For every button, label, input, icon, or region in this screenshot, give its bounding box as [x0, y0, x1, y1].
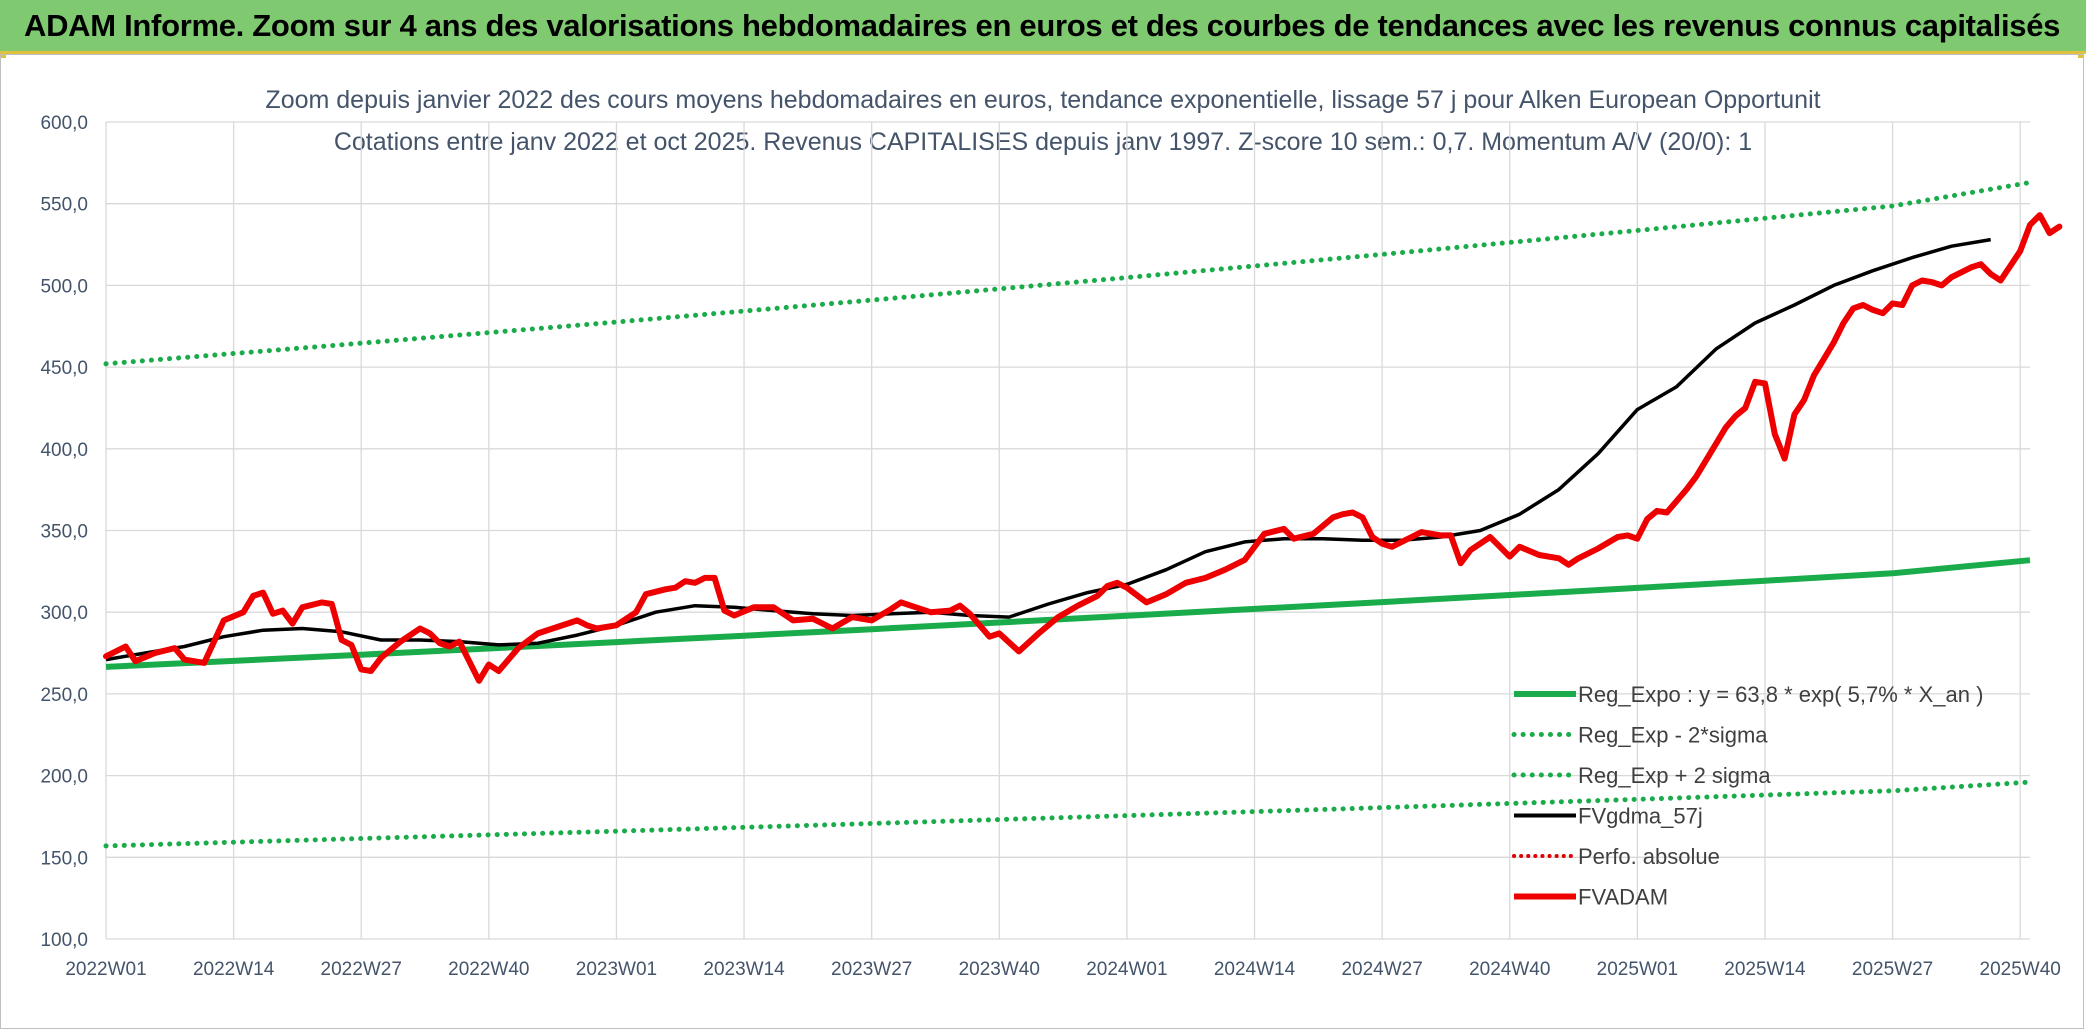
series-layer [103, 180, 2063, 849]
legend-label: Reg_Exp - 2*sigma [1578, 723, 1768, 748]
legend-label: FVgdma_57j [1578, 804, 1703, 829]
legend-item: FVADAM [1514, 885, 1668, 910]
x-tick-label: 2025W27 [1852, 959, 1933, 980]
grid [105, 121, 2030, 940]
legend-item: FVgdma_57j [1514, 804, 1703, 829]
legend-label: Reg_Exp + 2 sigma [1578, 763, 1771, 788]
legend: Reg_Expo : y = 63,8 * exp( 5,7% * X_an )… [1511, 682, 1983, 910]
banner-accent-right [2078, 54, 2084, 58]
series-line-reg-exp-2-sigma [103, 180, 2033, 367]
banner: ADAM Informe. Zoom sur 4 ans des valoris… [0, 0, 2086, 54]
legend-label: Perfo. absolue [1578, 844, 1720, 869]
legend-label: FVADAM [1578, 885, 1668, 910]
legend-item: Perfo. absolue [1512, 844, 1720, 869]
chart-area [0, 54, 2084, 1029]
y-tick-label: 550,0 [40, 195, 88, 216]
series-line-fvadam [103, 212, 2063, 684]
series-line-reg-exp-2-sigma [103, 779, 2033, 849]
series-line-fvgdma-57j [105, 237, 1991, 662]
x-tick-label: 2024W40 [1469, 959, 1550, 980]
x-tick-label: 2022W40 [448, 959, 529, 980]
legend-item: Reg_Exp - 2*sigma [1511, 723, 1768, 748]
x-tick-label: 2024W14 [1214, 959, 1296, 980]
x-tick-label: 2023W40 [959, 959, 1040, 980]
x-tick-label: 2022W14 [193, 959, 275, 980]
y-tick-label: 200,0 [40, 767, 88, 788]
x-tick-label: 2025W14 [1724, 959, 1806, 980]
x-tick-label: 2023W27 [831, 959, 912, 980]
x-tick-label: 2025W40 [1980, 959, 2061, 980]
x-tick-label: 2024W27 [1341, 959, 1422, 980]
chart-title: Zoom depuis janvier 2022 des cours moyen… [265, 86, 1820, 114]
y-tick-label: 400,0 [40, 440, 88, 461]
y-tick-label: 100,0 [40, 930, 88, 951]
banner-title: ADAM Informe. Zoom sur 4 ans des valoris… [24, 8, 2061, 43]
y-tick-label: 250,0 [40, 685, 88, 706]
x-tick-label: 2023W01 [576, 959, 657, 980]
banner-accent-left [0, 54, 6, 58]
x-tick-label: 2024W01 [1086, 959, 1167, 980]
legend-item: Reg_Expo : y = 63,8 * exp( 5,7% * X_an ) [1514, 682, 1983, 707]
x-tick-label: 2025W01 [1597, 959, 1678, 980]
y-tick-label: 500,0 [40, 276, 88, 297]
legend-item: Reg_Exp + 2 sigma [1511, 763, 1771, 788]
y-tick-label: 150,0 [40, 848, 88, 869]
y-tick-label: 600,0 [40, 113, 88, 134]
y-tick-label: 450,0 [40, 358, 88, 379]
x-tick-label: 2022W01 [65, 959, 146, 980]
series-line-reg-expo-y-63-8-exp-5-7-x-an [105, 557, 2031, 670]
y-tick-label: 300,0 [40, 603, 88, 624]
x-tick-label: 2023W14 [703, 959, 785, 980]
chart-subtitle: Cotations entre janv 2022 et oct 2025. R… [334, 128, 1752, 156]
x-tick-label: 2022W27 [321, 959, 402, 980]
legend-label: Reg_Expo : y = 63,8 * exp( 5,7% * X_an ) [1578, 682, 1983, 707]
y-tick-label: 350,0 [40, 522, 88, 543]
axis-ticks: 100,0 150,0 200,0 250,0 300,0 350,0 400,0 450,0… [40, 113, 2060, 980]
